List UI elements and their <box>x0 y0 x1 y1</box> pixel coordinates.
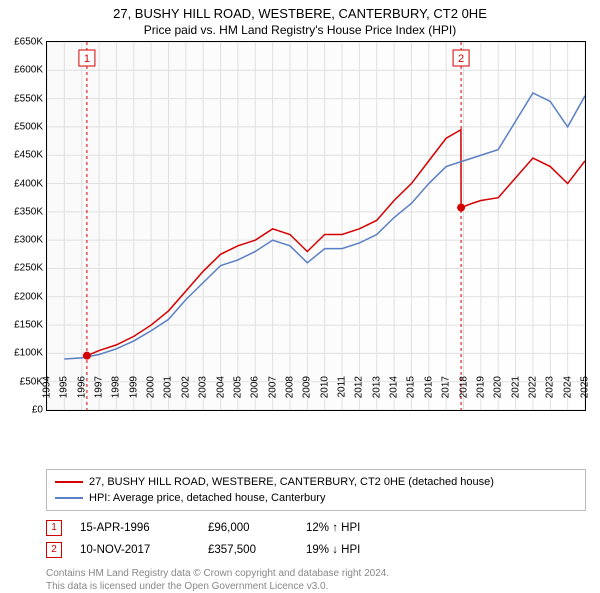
x-tick-label: 2000 <box>146 376 157 398</box>
x-tick-label: 2009 <box>302 376 313 398</box>
x-tick-label: 2021 <box>510 376 521 398</box>
footer-line-2: This data is licensed under the Open Gov… <box>46 580 586 593</box>
legend: 27, BUSHY HILL ROAD, WESTBERE, CANTERBUR… <box>46 469 586 511</box>
sale-price: £357,500 <box>208 539 288 561</box>
x-tick-label: 2008 <box>284 376 295 398</box>
legend-swatch <box>55 481 83 483</box>
y-tick-label: £150K <box>14 320 43 331</box>
x-tick-label: 1996 <box>76 376 87 398</box>
sale-marker-dot <box>83 352 91 360</box>
x-tick-label: 1999 <box>128 376 139 398</box>
sale-diff: 19% ↓ HPI <box>306 539 360 561</box>
y-tick-label: £50K <box>20 376 43 387</box>
legend-item: HPI: Average price, detached house, Cant… <box>55 490 577 506</box>
x-tick-label: 2003 <box>198 376 209 398</box>
x-tick-label: 2002 <box>180 376 191 398</box>
x-tick-label: 2020 <box>493 376 504 398</box>
sale-row: 2 10-NOV-2017 £357,500 19% ↓ HPI <box>46 539 586 561</box>
x-tick-label: 2017 <box>441 376 452 398</box>
y-tick-label: £400K <box>14 178 43 189</box>
x-tick-label: 1998 <box>111 376 122 398</box>
sale-marker-number: 1 <box>84 53 90 65</box>
y-tick-label: £0 <box>32 405 43 416</box>
y-tick-label: £200K <box>14 291 43 302</box>
sale-price: £96,000 <box>208 517 288 539</box>
sale-date: 10-NOV-2017 <box>80 539 190 561</box>
x-tick-label: 2011 <box>337 376 348 398</box>
sale-marker-icon: 2 <box>46 542 62 558</box>
y-tick-label: £250K <box>14 263 43 274</box>
sale-row: 1 15-APR-1996 £96,000 12% ↑ HPI <box>46 517 586 539</box>
x-tick-label: 2001 <box>163 376 174 398</box>
sale-diff: 12% ↑ HPI <box>306 517 360 539</box>
sale-date: 15-APR-1996 <box>80 517 190 539</box>
y-tick-label: £300K <box>14 235 43 246</box>
x-tick-label: 2007 <box>267 376 278 398</box>
x-tick-label: 2013 <box>371 376 382 398</box>
x-tick-label: 2004 <box>215 376 226 398</box>
y-tick-label: £350K <box>14 206 43 217</box>
x-tick-label: 2006 <box>250 376 261 398</box>
y-axis-ticks: £0£50K£100K£150K£200K£250K£300K£350K£400… <box>1 42 45 410</box>
sale-marker-number: 2 <box>458 53 464 65</box>
legend-item: 27, BUSHY HILL ROAD, WESTBERE, CANTERBUR… <box>55 474 577 490</box>
y-tick-label: £600K <box>14 65 43 76</box>
x-tick-label: 2024 <box>562 376 573 398</box>
x-tick-label: 2005 <box>232 376 243 398</box>
footer-line-1: Contains HM Land Registry data © Crown c… <box>46 567 586 580</box>
legend-swatch <box>55 497 83 499</box>
legend-label: 27, BUSHY HILL ROAD, WESTBERE, CANTERBUR… <box>89 474 494 490</box>
x-tick-label: 2019 <box>475 376 486 398</box>
y-tick-label: £650K <box>14 37 43 48</box>
x-tick-label: 1997 <box>94 376 105 398</box>
chart-subtitle: Price paid vs. HM Land Registry's House … <box>0 21 600 41</box>
x-tick-label: 2015 <box>406 376 417 398</box>
x-tick-label: 2010 <box>319 376 330 398</box>
x-tick-label: 2023 <box>545 376 556 398</box>
x-tick-label: 2012 <box>354 376 365 398</box>
x-tick-label: 2016 <box>423 376 434 398</box>
x-axis-ticks: 1994199519961997199819992000200120022003… <box>47 368 585 418</box>
x-tick-label: 2018 <box>458 376 469 398</box>
y-tick-label: £100K <box>14 348 43 359</box>
x-tick-label: 1995 <box>59 376 70 398</box>
y-tick-label: £450K <box>14 150 43 161</box>
y-tick-label: £500K <box>14 121 43 132</box>
sale-marker-icon: 1 <box>46 520 62 536</box>
sale-marker-dot <box>457 204 465 212</box>
sales-table: 1 15-APR-1996 £96,000 12% ↑ HPI 2 10-NOV-2017… <box>46 517 586 561</box>
x-tick-label: 1994 <box>42 376 53 398</box>
x-tick-label: 2022 <box>527 376 538 398</box>
chart-title: 27, BUSHY HILL ROAD, WESTBERE, CANTERBUR… <box>0 0 600 21</box>
x-tick-label: 2025 <box>580 376 591 398</box>
chart-plot-area: 12 £0£50K£100K£150K£200K£250K£300K£350K£… <box>46 41 586 411</box>
legend-label: HPI: Average price, detached house, Cant… <box>89 490 325 506</box>
x-tick-label: 2014 <box>389 376 400 398</box>
footer-attribution: Contains HM Land Registry data © Crown c… <box>46 567 586 593</box>
y-tick-label: £550K <box>14 93 43 104</box>
